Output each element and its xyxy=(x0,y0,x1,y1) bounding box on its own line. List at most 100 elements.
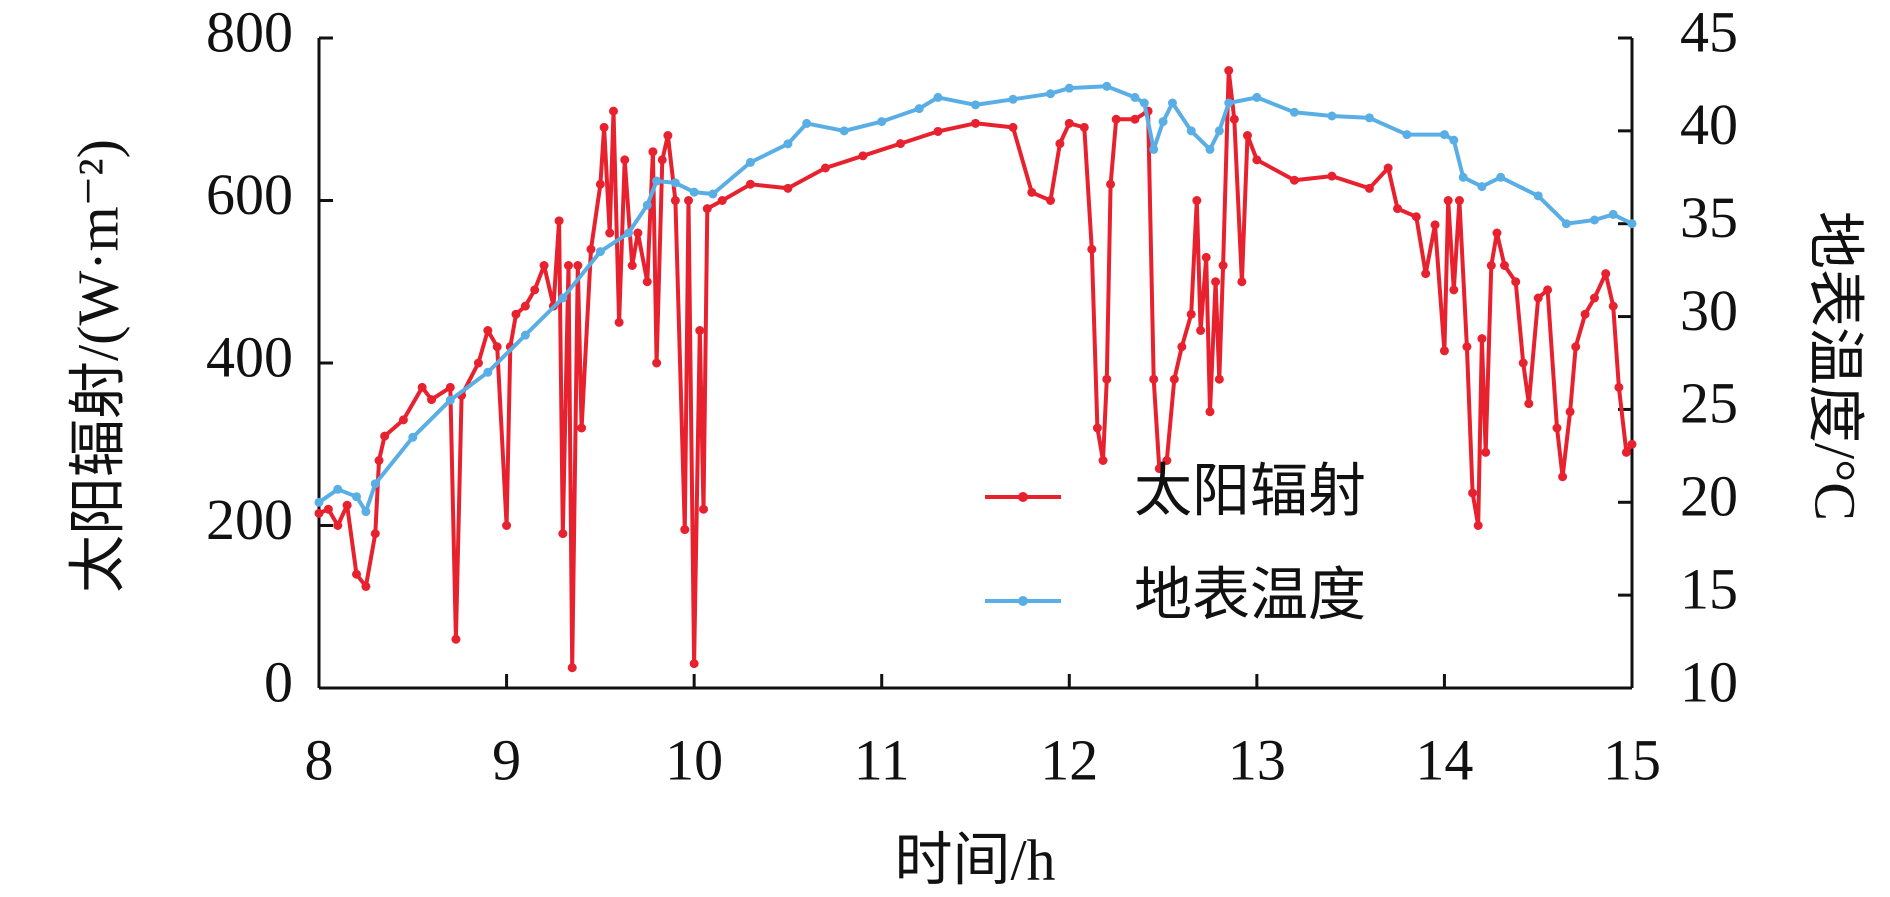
y2-tick-label: 45 xyxy=(1680,0,1738,64)
series-marker xyxy=(1046,89,1056,99)
series-marker xyxy=(1130,114,1140,124)
series-marker xyxy=(1167,98,1177,108)
series-marker xyxy=(1158,117,1168,127)
series-marker xyxy=(1473,521,1483,530)
series-marker xyxy=(408,432,418,442)
x-tick-label: 13 xyxy=(1228,727,1286,792)
series-marker xyxy=(648,147,658,157)
series-marker xyxy=(1421,269,1431,279)
series-marker xyxy=(1364,113,1374,123)
series-marker xyxy=(1496,172,1506,182)
legend-label: 地表温度 xyxy=(1134,562,1366,627)
legend-label: 太阳辐射 xyxy=(1134,458,1366,523)
series-marker xyxy=(1169,374,1179,384)
series-marker xyxy=(708,189,718,199)
series-marker xyxy=(1237,277,1247,287)
series-marker xyxy=(1102,374,1112,384)
series-marker xyxy=(539,261,549,270)
series-marker xyxy=(633,228,643,238)
series-marker xyxy=(530,285,540,295)
series-marker xyxy=(1481,447,1491,457)
series-marker xyxy=(483,326,493,335)
series-marker xyxy=(1552,423,1562,433)
series-marker xyxy=(1102,81,1112,91)
y-tick-label: 800 xyxy=(206,0,293,64)
y-tick-label: 600 xyxy=(206,162,293,227)
series-line xyxy=(317,84,1633,514)
series-marker xyxy=(1462,342,1472,352)
series-marker xyxy=(657,155,667,165)
series-marker xyxy=(1561,219,1571,229)
series-marker xyxy=(745,157,755,167)
series-marker xyxy=(1214,374,1224,384)
series-marker xyxy=(1477,182,1487,192)
series-marker xyxy=(1627,439,1637,449)
series-marker xyxy=(1402,130,1412,140)
series-marker xyxy=(361,581,371,591)
legend-marker xyxy=(1018,492,1028,502)
series-marker xyxy=(608,106,618,116)
series-marker xyxy=(642,277,652,287)
x-tick-label: 11 xyxy=(854,727,910,792)
series-marker xyxy=(445,395,455,405)
series-marker xyxy=(1533,293,1543,303)
series-marker xyxy=(1364,183,1374,193)
series-marker xyxy=(717,196,727,205)
y2-tick-label: 30 xyxy=(1680,278,1738,343)
series-marker xyxy=(877,117,887,127)
series-marker xyxy=(1608,209,1618,219)
y-tick-label: 200 xyxy=(206,487,293,552)
series-marker xyxy=(1224,66,1234,75)
series-marker xyxy=(663,131,673,140)
x-tick-label: 12 xyxy=(1040,727,1098,792)
series-marker xyxy=(1589,293,1599,303)
y2-tick-label: 15 xyxy=(1680,556,1738,621)
series-marker xyxy=(1149,144,1159,154)
series-marker xyxy=(1027,187,1037,197)
series-marker xyxy=(895,139,905,149)
series-marker xyxy=(1098,456,1108,465)
series-marker xyxy=(342,500,352,510)
series-marker xyxy=(1186,126,1196,136)
series-marker xyxy=(689,187,699,197)
series-marker xyxy=(1192,196,1202,205)
series-marker xyxy=(1289,107,1299,117)
series-marker xyxy=(1589,215,1599,225)
x-tick-label: 8 xyxy=(305,727,334,792)
series-marker xyxy=(492,342,502,352)
series-marker xyxy=(1289,175,1299,185)
series-marker xyxy=(689,659,699,669)
series-marker xyxy=(1149,374,1159,384)
y-tick-label: 400 xyxy=(206,324,293,389)
series-marker xyxy=(1224,98,1234,108)
series-marker xyxy=(314,497,324,507)
series-marker xyxy=(502,521,512,530)
legend-marker xyxy=(1018,596,1028,606)
series-marker xyxy=(520,301,530,311)
series-marker xyxy=(1154,464,1164,474)
y2-tick-label: 25 xyxy=(1680,371,1738,436)
series-marker xyxy=(1201,252,1211,262)
series-marker xyxy=(1162,456,1172,465)
series-marker xyxy=(1383,163,1393,173)
series-marker xyxy=(745,179,755,189)
series-marker xyxy=(933,126,943,136)
series-marker xyxy=(839,126,849,136)
series-marker xyxy=(783,139,793,149)
y2-tick-label: 10 xyxy=(1680,649,1738,714)
series-marker xyxy=(380,431,390,441)
series-marker xyxy=(1177,342,1187,352)
series-marker xyxy=(361,507,371,517)
series-marker xyxy=(1439,130,1449,140)
series-marker xyxy=(1627,219,1637,229)
series-marker xyxy=(1186,309,1196,319)
series-marker xyxy=(1499,261,1509,270)
series-marker xyxy=(1430,220,1440,230)
series-marker xyxy=(914,104,924,114)
series-marker xyxy=(802,118,812,128)
series-marker xyxy=(1111,114,1121,124)
series-marker xyxy=(1106,179,1116,189)
series-marker xyxy=(333,484,343,494)
series-marker xyxy=(314,508,324,518)
